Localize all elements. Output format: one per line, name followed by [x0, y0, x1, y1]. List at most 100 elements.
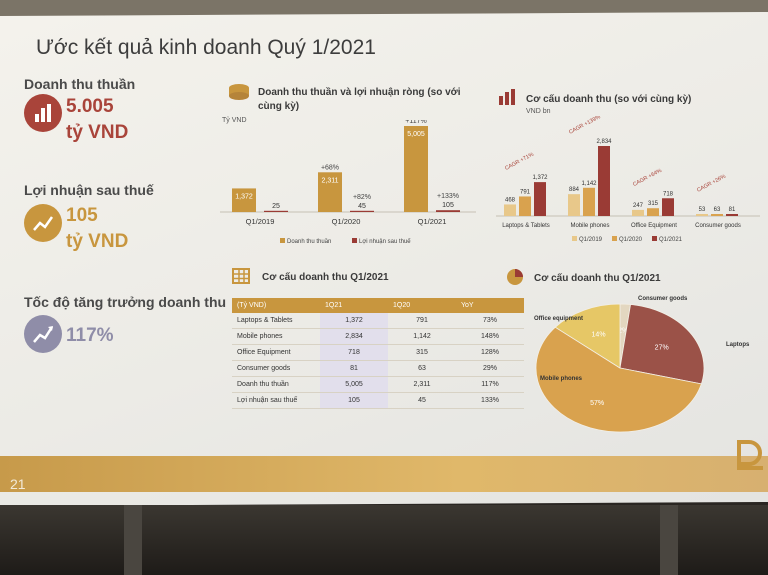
bar-chart-icon: [24, 94, 62, 132]
data-label: 25: [272, 203, 280, 210]
growth-label: +117%: [405, 120, 426, 125]
category-label: Consumer goods: [695, 223, 741, 229]
category-label: Q1/2020: [332, 217, 361, 226]
data-label: 105: [442, 202, 454, 209]
table-cell: 1,372: [320, 313, 388, 329]
table-cell: Mobile phones: [232, 328, 320, 345]
data-label: 1,142: [581, 181, 597, 187]
slice-percent: 57%: [590, 400, 604, 407]
slice-percent: 2%: [618, 328, 628, 335]
revenue-structure-chart: 468 791 1,372 CAGR +71% Laptops & Tablets 884…: [496, 116, 760, 243]
bar-Q1-2021: [598, 146, 610, 216]
data-label: 53: [699, 207, 706, 213]
table-row: Doanh thu thuần 5,005 2,311 117%: [232, 376, 524, 393]
data-label: 5,005: [407, 131, 425, 138]
bar-Q1-2019: [504, 204, 516, 216]
bar-Q1-2021: [662, 198, 674, 216]
kpi-value-growth: 117%: [66, 325, 114, 346]
bar-Q1-2020: [711, 214, 723, 216]
bar-profit: [436, 210, 460, 212]
growth-chart-icon: [24, 315, 62, 353]
company-logo: [737, 440, 763, 470]
bar-revenue: [404, 126, 428, 212]
revenue-table: (Tỷ VND) 1Q21 1Q20 YoY Laptops & Tablets 1,3…: [232, 298, 524, 409]
data-label: 315: [648, 201, 659, 207]
kpi-unit-profit: tỷ VND: [66, 231, 129, 252]
screen-stand: [660, 505, 678, 575]
data-label: 468: [505, 197, 516, 203]
bar-profit: [264, 210, 288, 212]
legend-label: Doanh thu thuần: [287, 239, 331, 245]
bar-profit: [350, 210, 374, 212]
table-cell: 5,005: [320, 376, 388, 393]
slice-percent: 27%: [655, 344, 669, 351]
category-label: Office Equipment: [631, 223, 677, 229]
slice-label: Consumer goods: [638, 296, 688, 302]
data-label: 2,311: [322, 177, 339, 184]
slice-percent: 14%: [592, 331, 606, 338]
revenue-profit-chart: 1,372 25 Q1/2019 2,311 +68% 45 +82% Q1/2020 5,00…: [220, 120, 476, 245]
table-cell: 81: [320, 360, 388, 377]
cagr-label: CAGR +71%: [504, 152, 535, 172]
coins-icon: [229, 84, 249, 100]
bar-revenue: [232, 188, 256, 212]
legend-label: Q1/2020: [619, 237, 643, 243]
table-cell: 63: [388, 360, 456, 377]
table-cell: 1,142: [388, 328, 456, 345]
legend-label: Q1/2019: [579, 237, 603, 243]
table-header-cell: YoY: [456, 298, 524, 313]
bar-revenue: [318, 172, 342, 212]
table-cell: 2,311: [388, 376, 456, 393]
table-cell: 117%: [456, 376, 524, 393]
data-label: 1,372: [235, 193, 253, 200]
table-cell: 315: [388, 344, 456, 361]
data-label: 247: [633, 203, 644, 209]
data-label: 718: [663, 191, 674, 197]
room-floor: [0, 505, 768, 575]
table-header-cell: 1Q20: [388, 298, 456, 313]
data-label: 45: [358, 203, 366, 210]
growth-label: +82%: [353, 194, 371, 201]
data-label: 81: [729, 207, 736, 213]
pie-slice: [619, 304, 705, 385]
table-cell: 128%: [456, 344, 524, 361]
table-row: Mobile phones 2,834 1,142 148%: [232, 328, 524, 345]
legend-swatch: [352, 238, 357, 243]
table-cell: 133%: [456, 392, 524, 409]
cagr-label: CAGR +26%: [696, 174, 727, 194]
bar-Q1-2020: [519, 196, 531, 216]
table-cell: 148%: [456, 328, 524, 345]
table-cell: Laptops & Tablets: [232, 313, 320, 329]
chart2-unit: VND bn: [526, 108, 551, 115]
slice-label: Laptops & tablets: [726, 342, 750, 348]
bar-Q1-2019: [568, 194, 580, 216]
table-cell: 791: [388, 313, 456, 329]
bar-Q1-2019: [696, 214, 708, 216]
pie-chart-icon: [507, 269, 523, 285]
data-label: 1,372: [532, 175, 548, 181]
cagr-label: CAGR +64%: [632, 168, 663, 188]
category-label: Laptops & Tablets: [502, 223, 550, 229]
kpi-unit-revenue: tỷ VND: [66, 122, 129, 143]
revenue-pie-chart: 2% Consumer goods 27% Laptops & tablets 57% M…: [534, 296, 750, 433]
legend-swatch: [612, 236, 617, 241]
chart2-title: Cơ cấu doanh thu (so với cùng kỳ): [526, 94, 692, 105]
data-label: 2,834: [596, 139, 612, 145]
table-cell: 29%: [456, 360, 524, 377]
chart1-unit: Tỷ VND: [222, 117, 247, 124]
bar-Q1-2020: [583, 187, 595, 216]
table-cell: Doanh thu thuần: [232, 376, 320, 393]
pie-title: Cơ cấu doanh thu Q1/2021: [534, 273, 661, 284]
table-cell: 718: [320, 344, 388, 361]
bar-chart-icon: [499, 89, 515, 105]
growth-label: +133%: [437, 193, 459, 200]
table-icon: [232, 268, 250, 284]
bar-Q1-2019: [632, 209, 644, 216]
table-row: Consumer goods 81 63 29%: [232, 360, 524, 377]
slice-label: Office equipment: [534, 316, 583, 322]
pie-slice: [535, 326, 702, 433]
table-cell: 45: [388, 392, 456, 409]
page-number: 21: [10, 476, 26, 492]
bar-Q1-2021: [534, 182, 546, 216]
legend-swatch: [652, 236, 657, 241]
